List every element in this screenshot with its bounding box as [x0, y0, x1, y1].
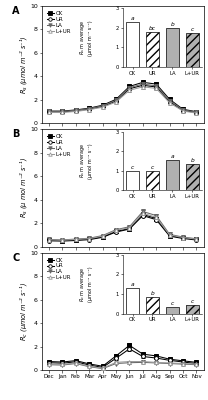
- Legend: CK, UR, LA, L+UR: CK, UR, LA, L+UR: [46, 256, 72, 281]
- Legend: CK, UR, LA, L+UR: CK, UR, LA, L+UR: [46, 133, 72, 158]
- Y-axis label: $R_s$ (μmol m⁻² s⁻¹): $R_s$ (μmol m⁻² s⁻¹): [17, 35, 28, 94]
- Y-axis label: $R_c$ (μmol m⁻² s⁻¹): $R_c$ (μmol m⁻² s⁻¹): [17, 282, 28, 341]
- Text: C: C: [12, 252, 20, 262]
- Legend: CK, UR, LA, L+UR: CK, UR, LA, L+UR: [46, 10, 72, 35]
- Y-axis label: $R_s$ (μ mol m⁻² s⁻¹): $R_s$ (μ mol m⁻² s⁻¹): [17, 158, 28, 218]
- Text: A: A: [12, 6, 20, 16]
- Text: B: B: [12, 129, 20, 139]
